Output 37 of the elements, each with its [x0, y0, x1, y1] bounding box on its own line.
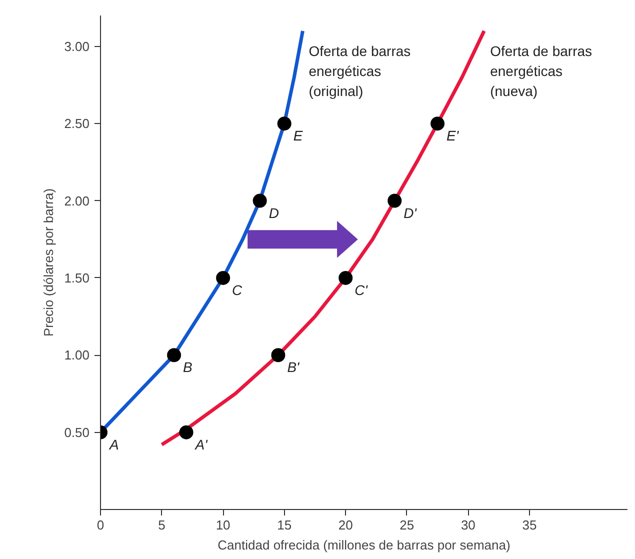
x-tick-label: 15: [277, 518, 292, 532]
annotation: A: [108, 436, 119, 452]
series-label: Oferta de barras energéticas (original): [308, 42, 411, 99]
y-tick-label: 1.00: [64, 348, 90, 363]
point: [216, 270, 230, 285]
point: [277, 116, 292, 131]
x-tick-label: 10: [216, 518, 230, 532]
point: [167, 348, 182, 362]
annotation: A': [194, 436, 209, 452]
y-tick-label: 2.00: [64, 193, 90, 208]
annotation: E: [293, 128, 304, 144]
point: [430, 116, 445, 131]
x-tick-label: 0: [96, 518, 104, 532]
x-axis-title: Cantidad ofrecida (millones de barras por semana): [218, 538, 510, 552]
point: [252, 194, 267, 208]
point: [271, 348, 286, 362]
annotation: C: [232, 282, 244, 298]
y-axis-title: Precio (dólares por barra): [41, 188, 56, 337]
annotation: D: [268, 204, 279, 221]
annotation: E': [446, 128, 460, 144]
annotation: D': [404, 204, 418, 221]
annotation: B': [287, 359, 301, 376]
annotation: B: [183, 359, 192, 376]
point: [388, 194, 402, 208]
x-tick-label: 20: [338, 518, 353, 532]
y-tick-label: 3.00: [64, 38, 90, 54]
y-tick-label: 0.50: [64, 424, 90, 440]
x-tick-label: 35: [522, 518, 537, 532]
annotation: C': [354, 282, 369, 298]
x-tick-label: 30: [460, 518, 476, 532]
point: [179, 425, 194, 440]
y-tick-label: 1.50: [64, 270, 90, 286]
series-label: Oferta de barras energéticas (nueva): [490, 42, 592, 99]
x-tick-label: 25: [400, 518, 414, 532]
x-tick-label: 5: [158, 518, 166, 532]
point: [338, 270, 353, 285]
y-tick-label: 2.50: [64, 116, 90, 132]
